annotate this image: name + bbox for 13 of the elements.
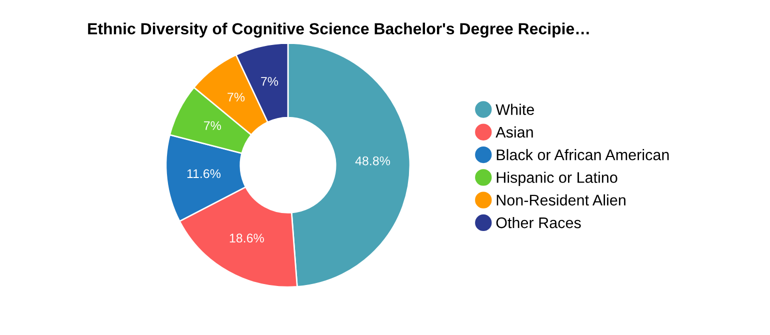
legend-label: Black or African American bbox=[496, 149, 669, 160]
data-label: 7% bbox=[261, 77, 278, 86]
legend-label: White bbox=[496, 104, 534, 115]
data-label: 7% bbox=[228, 92, 245, 102]
legend-label: Hispanic or Latino bbox=[496, 172, 618, 186]
data-label: 48.8% bbox=[355, 156, 390, 166]
data-label: 18.6% bbox=[230, 234, 264, 243]
data-label: 7% bbox=[204, 121, 221, 130]
data-label: 11.6% bbox=[187, 169, 221, 178]
legend-label: Non-Resident Alien bbox=[496, 194, 626, 206]
legend-label: Other Races bbox=[496, 216, 581, 228]
legend-label: Asian bbox=[496, 126, 533, 138]
chart-title: Ethnic Diversity of Cognitive Science Bachelor's Degree Recipie… bbox=[88, 22, 589, 38]
